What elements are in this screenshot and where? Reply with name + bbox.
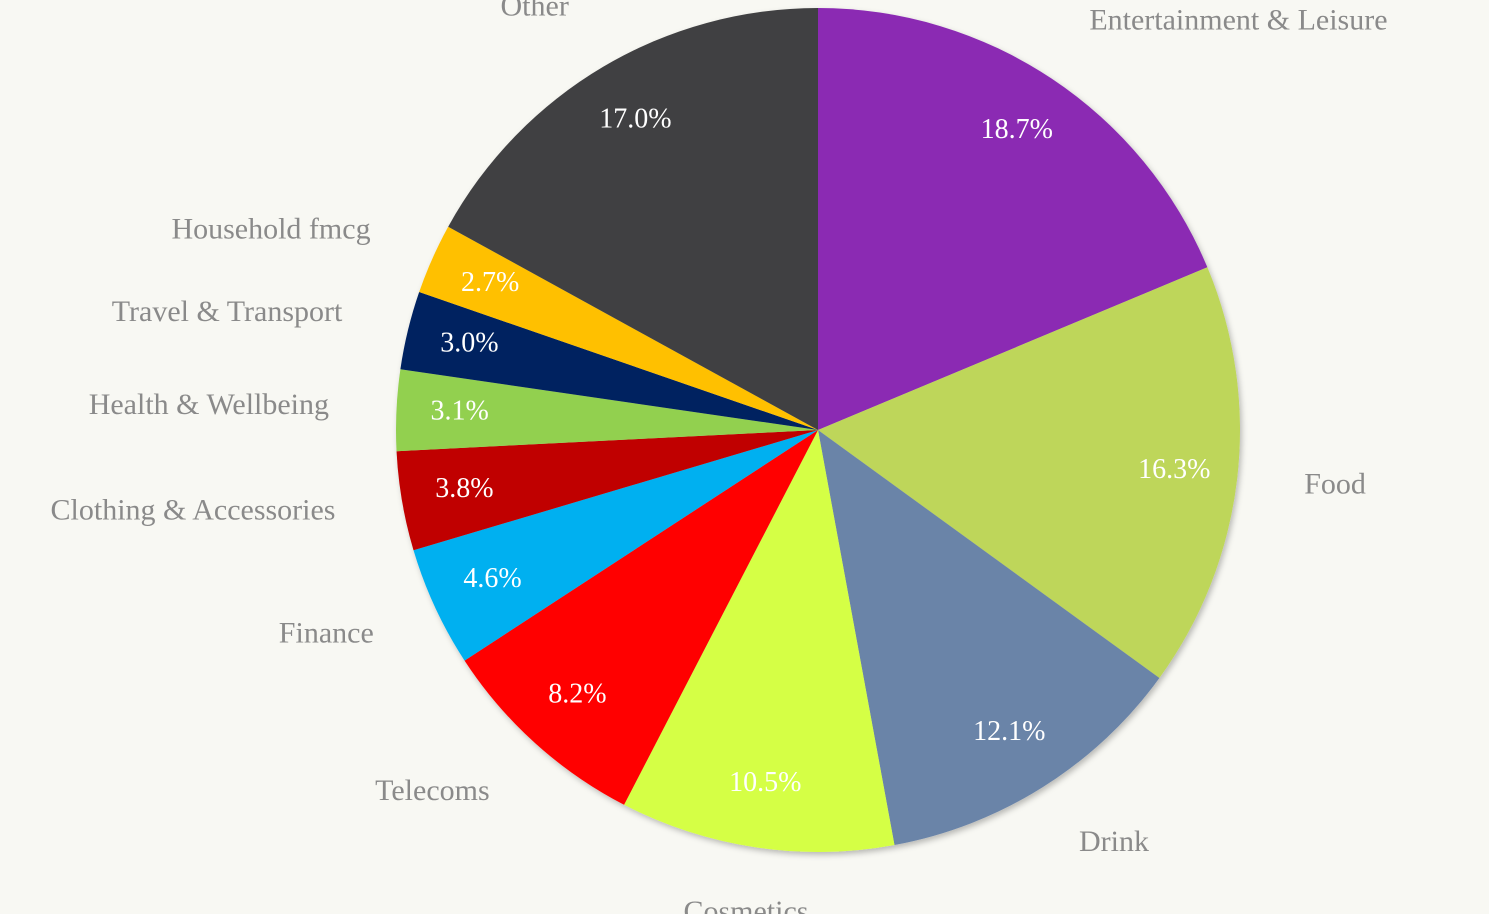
category-label: Cosmetics [683, 895, 808, 914]
category-label: Health & Wellbeing [89, 388, 329, 421]
category-label: Clothing & Accessories [51, 494, 336, 527]
pie-slice [818, 267, 1240, 679]
category-label: Finance [279, 617, 374, 650]
value-label: 4.6% [463, 563, 521, 594]
pie-slice [396, 430, 818, 551]
value-label: 8.2% [548, 678, 606, 709]
value-label: 18.7% [981, 114, 1053, 145]
value-label: 3.8% [435, 473, 493, 504]
pie-slice [448, 8, 818, 430]
pie-slice [396, 369, 818, 452]
pie-slice [818, 430, 1160, 846]
pie-slice [413, 430, 818, 661]
pie-slice [419, 226, 818, 430]
value-label: 16.3% [1138, 454, 1210, 485]
value-label: 3.0% [440, 328, 498, 359]
value-label: 17.0% [599, 104, 671, 135]
category-label: Telecoms [375, 774, 490, 807]
category-label: Travel & Transport [112, 295, 343, 328]
category-label: Household fmcg [171, 212, 370, 245]
category-label: Entertainment & Leisure [1089, 3, 1387, 36]
category-label: Other [501, 0, 569, 23]
pie-slice [400, 292, 818, 430]
value-label: 12.1% [973, 716, 1045, 747]
pie-slice [464, 430, 818, 805]
value-label: 10.5% [729, 767, 801, 798]
category-label: Food [1304, 468, 1366, 501]
pie [396, 8, 1240, 852]
pie-slice [624, 430, 895, 852]
category-label: Drink [1079, 825, 1149, 858]
value-label: 2.7% [461, 267, 519, 298]
pie-slice [818, 8, 1208, 430]
value-label: 3.1% [431, 396, 489, 427]
